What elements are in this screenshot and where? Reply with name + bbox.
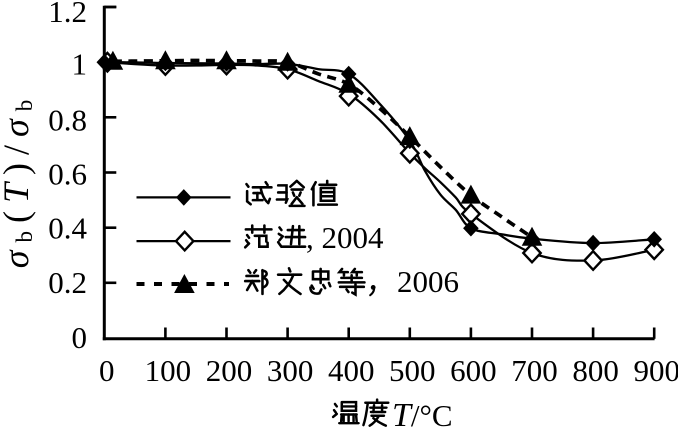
svg-text:2006: 2006	[397, 264, 459, 299]
svg-text:1.2: 1.2	[48, 0, 87, 29]
svg-text:500: 500	[389, 353, 436, 388]
svg-text:0: 0	[72, 320, 88, 355]
svg-text:800: 800	[572, 353, 619, 388]
svg-text:900: 900	[633, 353, 678, 388]
svg-text:200: 200	[206, 353, 253, 388]
svg-text:300: 300	[267, 353, 314, 388]
svg-text:σb(T)/σb: σb(T)/σb	[0, 92, 37, 269]
svg-text:0.6: 0.6	[48, 157, 87, 192]
svg-text:700: 700	[511, 353, 558, 388]
svg-text:0.2: 0.2	[48, 265, 87, 300]
svg-text:0.8: 0.8	[48, 103, 87, 138]
svg-text:400: 400	[328, 353, 375, 388]
svg-text:, 2004: , 2004	[306, 220, 384, 255]
svg-text:600: 600	[450, 353, 497, 388]
svg-text:0.4: 0.4	[48, 211, 87, 246]
svg-text:0: 0	[99, 353, 115, 388]
svg-text:1: 1	[72, 47, 88, 82]
svg-text:100: 100	[145, 353, 192, 388]
svg-text:T/°C: T/°C	[392, 397, 453, 432]
